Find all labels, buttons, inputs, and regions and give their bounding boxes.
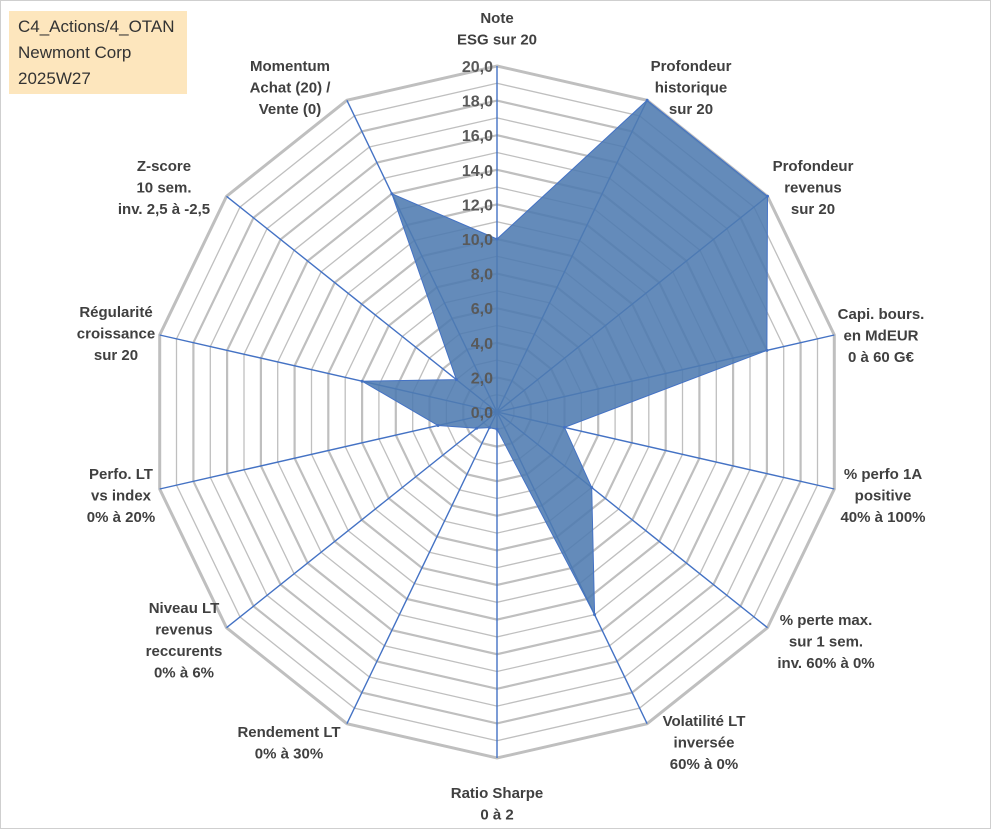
category-label-8-line-1: Ratio Sharpe <box>451 785 544 802</box>
spoke-10 <box>226 411 498 629</box>
category-label-3-line-2: revenus <box>784 180 842 197</box>
category-label-11-line-2: vs index <box>91 488 152 505</box>
category-label-7-line-1: Volatilité LT <box>663 713 746 730</box>
data-point-13 <box>454 378 458 382</box>
series-area-1 <box>360 99 769 615</box>
category-label-13: Z-score 10 sem. inv. 2,5 à -2,5 <box>118 158 210 218</box>
category-label-10: Niveau LT revenus reccurents 0% à 6% <box>146 600 223 682</box>
tick-label-10: 20,0 <box>462 59 493 76</box>
category-label-6-line-2: sur 1 sem. <box>789 634 863 651</box>
category-label-7-line-3: 60% à 0% <box>670 756 738 773</box>
data-point-2 <box>645 98 649 102</box>
category-label-13-line-1: Z-score <box>137 158 191 175</box>
data-point-7 <box>593 613 597 617</box>
category-label-2-line-2: historique <box>655 80 728 97</box>
data-point-6 <box>590 486 594 489</box>
category-label-6: % perte max. sur 1 sem. inv. 60% à 0% <box>777 612 874 672</box>
data-point-8 <box>495 427 499 431</box>
category-label-11-line-3: 0% à 20% <box>87 509 155 526</box>
category-label-14-line-3: Vente (0) <box>259 101 322 118</box>
category-label-4-line-1: Capi. bours. <box>838 306 925 323</box>
category-label-2-line-3: sur 20 <box>669 101 713 118</box>
tick-label-1: 2,0 <box>471 370 493 387</box>
data-point-14 <box>390 192 394 196</box>
tick-label-0: 0,0 <box>471 405 493 422</box>
category-label-3-line-1: Profondeur <box>773 158 854 175</box>
tick-label-2: 4,0 <box>471 336 493 353</box>
data-point-1 <box>495 237 499 241</box>
category-label-6-line-1: % perte max. <box>780 612 873 629</box>
category-label-12: Régularité croissance sur 20 <box>77 304 155 364</box>
info-company: Newmont Corp <box>18 43 132 62</box>
category-label-14-line-2: Achat (20) / <box>250 80 332 97</box>
data-point-12 <box>360 379 364 383</box>
category-label-8-line-2: 0 à 2 <box>480 807 513 824</box>
tick-label-8: 16,0 <box>462 128 493 145</box>
data-point-9 <box>488 426 491 430</box>
category-label-12-line-1: Régularité <box>79 304 152 321</box>
data-point-4 <box>765 348 769 352</box>
category-label-10-line-1: Niveau LT <box>149 600 220 617</box>
info-box: C4_Actions/4_OTAN Newmont Corp 2025W27 <box>9 11 187 94</box>
category-label-9: Rendement LT 0% à 30% <box>237 724 340 763</box>
data-point-10 <box>475 426 479 430</box>
category-label-10-line-4: 0% à 6% <box>154 665 214 682</box>
category-label-12-line-2: croissance <box>77 326 155 343</box>
category-label-6-line-3: inv. 60% à 0% <box>777 655 874 672</box>
tick-label-3: 6,0 <box>471 301 493 318</box>
category-label-12-line-3: sur 20 <box>94 347 138 364</box>
category-label-5-line-2: positive <box>855 488 912 505</box>
tick-label-9: 18,0 <box>462 94 493 111</box>
tick-label-6: 12,0 <box>462 197 493 214</box>
category-label-14: Momentum Achat (20) / Vente (0) <box>250 58 332 118</box>
category-label-1-line-2: ESG sur 20 <box>457 32 537 49</box>
category-label-4: Capi. bours. en MdEUR 0 à 60 G€ <box>838 306 925 366</box>
tick-label-5: 10,0 <box>462 232 493 249</box>
category-label-11-line-1: Perfo. LT <box>89 466 153 483</box>
category-label-3: Profondeur revenus sur 20 <box>773 158 854 218</box>
category-label-10-line-3: reccurents <box>146 643 223 660</box>
category-label-7-line-2: inversée <box>674 735 735 752</box>
category-label-7: Volatilité LT inversée 60% à 0% <box>663 713 746 773</box>
category-label-14-line-1: Momentum <box>250 58 330 75</box>
tick-label-7: 14,0 <box>462 163 493 180</box>
category-label-4-line-2: en MdEUR <box>844 328 919 345</box>
category-label-2-line-1: Profondeur <box>651 58 732 75</box>
category-label-4-line-3: 0 à 60 G€ <box>848 349 915 366</box>
category-label-2: Profondeur historique sur 20 <box>651 58 732 118</box>
category-label-5-line-3: 40% à 100% <box>840 509 925 526</box>
category-label-8: Ratio Sharpe 0 à 2 <box>451 785 544 824</box>
spoke-13 <box>226 195 498 413</box>
category-label-1-line-1: Note <box>480 10 513 27</box>
category-label-5: % perfo 1A positive 40% à 100% <box>840 466 925 526</box>
category-label-13-line-3: inv. 2,5 à -2,5 <box>118 201 210 218</box>
info-category: C4_Actions/4_OTAN <box>18 17 175 36</box>
tick-label-4: 8,0 <box>471 267 493 284</box>
spoke-9 <box>346 411 498 725</box>
data-point-5 <box>563 425 566 429</box>
category-label-13-line-2: 10 sem. <box>136 180 191 197</box>
category-label-11: Perfo. LT vs index 0% à 20% <box>87 466 155 526</box>
data-point-11 <box>436 424 440 427</box>
data-point-3 <box>766 194 769 198</box>
category-label-9-line-1: Rendement LT <box>237 724 340 741</box>
category-label-9-line-2: 0% à 30% <box>255 746 323 763</box>
category-label-10-line-2: revenus <box>155 622 213 639</box>
info-week: 2025W27 <box>18 69 91 88</box>
category-label-5-line-1: % perfo 1A <box>844 466 923 483</box>
category-label-1: Note ESG sur 20 <box>457 10 537 49</box>
category-label-3-line-3: sur 20 <box>791 201 835 218</box>
